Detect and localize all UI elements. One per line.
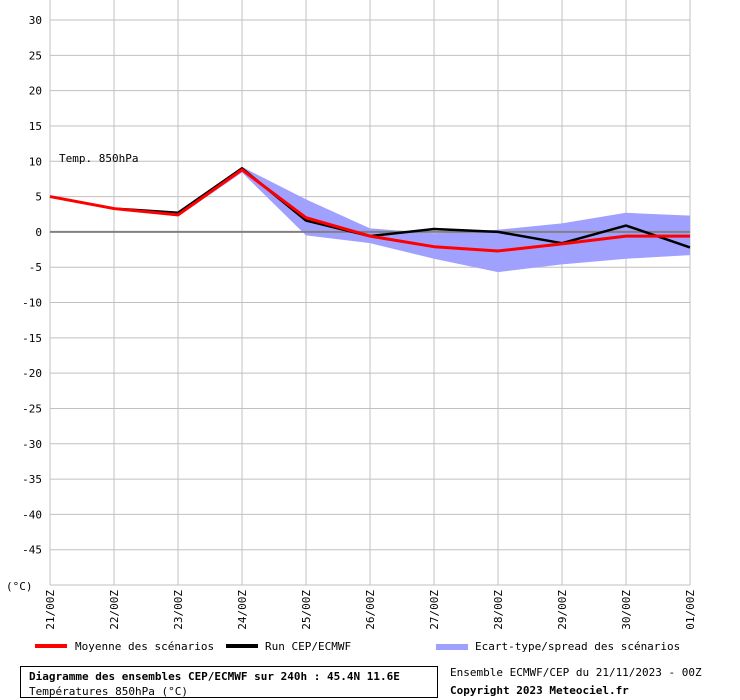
- legend: Moyenne des scénarios Run CEP/ECMWF Ecar…: [35, 640, 680, 653]
- copyright: Copyright 2023 Meteociel.fr: [450, 684, 629, 697]
- legend-label-spread: Ecart-type/spread des scénarios: [475, 640, 680, 653]
- y-tick-6: 0: [35, 226, 42, 239]
- x-tick-labels: 21/00Z 22/00Z 23/00Z 24/00Z 25/00Z 26/00Z 27/0…: [44, 590, 697, 630]
- y-tick-4: 10: [29, 155, 42, 168]
- ensemble-chart: 30 25 20 15 10 5 0 -5 -10 -15 -20 -25 -30 -35 -40 -45 2…: [6, 0, 697, 653]
- y-tick-0: 30: [29, 14, 42, 27]
- ensemble-date: Ensemble ECMWF/CEP du 21/11/2023 - 00Z: [450, 666, 702, 679]
- legend-swatch-run: [226, 644, 258, 648]
- footer-title: Diagramme des ensembles CEP/ECMWF sur 24…: [29, 670, 400, 683]
- x-tick-7: 28/00Z: [492, 590, 505, 630]
- legend-swatch-mean: [35, 644, 67, 648]
- x-tick-4: 25/00Z: [300, 590, 313, 630]
- footer-info-box: Diagramme des ensembles CEP/ECMWF sur 24…: [20, 666, 438, 698]
- y-tick-11: -25: [22, 402, 42, 415]
- y-tick-14: -40: [22, 508, 42, 521]
- x-tick-0: 21/00Z: [44, 590, 57, 630]
- y-tick-labels: 30 25 20 15 10 5 0 -5 -10 -15 -20 -25 -30 -35 -40 -45: [22, 14, 42, 557]
- legend-label-mean: Moyenne des scénarios: [75, 640, 214, 653]
- y-tick-5: 5: [35, 191, 42, 204]
- y-tick-7: -5: [29, 261, 42, 274]
- x-tick-2: 23/00Z: [172, 590, 185, 630]
- y-tick-9: -15: [22, 332, 42, 345]
- y-tick-15: -45: [22, 544, 42, 557]
- x-tick-6: 27/00Z: [428, 590, 441, 630]
- x-tick-8: 29/00Z: [556, 590, 569, 630]
- y-tick-8: -10: [22, 297, 42, 310]
- series-lines: [49, 167, 691, 253]
- x-tick-10: 01/00Z: [684, 590, 697, 630]
- legend-label-run: Run CEP/ECMWF: [265, 640, 351, 653]
- y-tick-2: 20: [29, 85, 42, 98]
- grid: [49, 0, 691, 586]
- y-tick-13: -35: [22, 473, 42, 486]
- legend-swatch-spread: [436, 644, 468, 650]
- y-axis-label: (°C): [6, 580, 33, 593]
- y-tick-3: 15: [29, 120, 42, 133]
- y-tick-12: -30: [22, 438, 42, 451]
- series-line-0: [49, 168, 690, 253]
- annotation: Temp. 850hPa: [59, 152, 138, 165]
- x-tick-5: 26/00Z: [364, 590, 377, 630]
- x-tick-9: 30/00Z: [620, 590, 633, 630]
- y-tick-1: 25: [29, 49, 42, 62]
- y-tick-10: -20: [22, 367, 42, 380]
- x-tick-3: 24/00Z: [236, 590, 249, 630]
- x-tick-1: 22/00Z: [108, 590, 121, 630]
- footer-subtitle: Températures 850hPa (°C): [29, 685, 188, 698]
